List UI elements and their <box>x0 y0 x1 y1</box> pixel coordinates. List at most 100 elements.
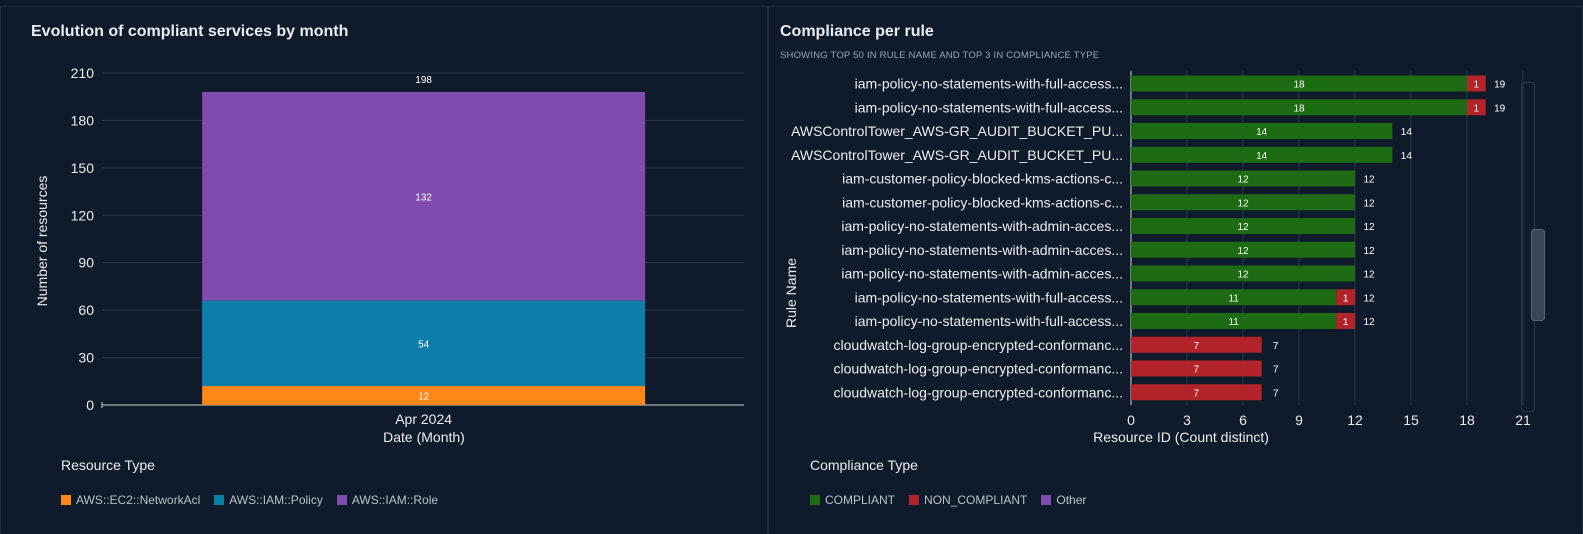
data-label: 12 <box>1237 175 1249 186</box>
legend-item[interactable]: NON_COMPLIANT <box>909 493 1027 507</box>
x-tick-label: 12 <box>1347 412 1363 428</box>
legend-item[interactable]: AWS::IAM::Policy <box>214 493 323 507</box>
y-tick-label: 150 <box>71 160 95 176</box>
bar-segment[interactable] <box>1131 384 1262 401</box>
x-axis-label: Date (Month) <box>383 429 465 445</box>
legend-item[interactable]: AWS::EC2::NetworkAcl <box>61 493 200 507</box>
compliance-horizontal-bar-chart[interactable]: 0 3 6 9 12 15 18 21 iam-policy-no-statements-wit… <box>769 7 1583 534</box>
legend-label: AWS::IAM::Policy <box>229 493 323 507</box>
legend-item[interactable]: Other <box>1041 493 1086 507</box>
data-label: 18 <box>1293 80 1305 91</box>
bar-segment[interactable] <box>1131 123 1393 139</box>
data-label: 12 <box>418 392 430 403</box>
legend-label: COMPLIANT <box>825 493 896 507</box>
data-label: 12 <box>1237 222 1249 233</box>
x-axis-label: Resource ID (Count distinct) <box>1093 429 1269 445</box>
total-label: 12 <box>1363 270 1375 281</box>
compliance-per-rule-panel: Compliance per rule SHOWING TOP 50 IN RU… <box>768 6 1583 533</box>
data-label: 1 <box>1343 293 1349 304</box>
bar-segment[interactable] <box>202 300 646 387</box>
bar-segment[interactable] <box>1131 194 1355 211</box>
chart-scrollbar-thumb[interactable] <box>1531 229 1545 321</box>
data-label: 7 <box>1194 341 1200 352</box>
y-axis-label: Number of resources <box>34 176 50 307</box>
y-tick-label: iam-policy-no-statements-with-admin-acce… <box>841 218 1123 234</box>
legend-item[interactable]: COMPLIANT <box>810 493 895 507</box>
compliance-type-legend: COMPLIANT NON_COMPLIANT Other <box>810 493 1086 507</box>
bar-segment[interactable] <box>1131 218 1355 234</box>
bar-segment[interactable] <box>1131 313 1337 329</box>
data-label: 18 <box>1293 103 1305 114</box>
total-label: 12 <box>1363 222 1375 233</box>
bar-segment[interactable] <box>1131 241 1355 258</box>
total-label: 19 <box>1494 103 1506 114</box>
bar-segment[interactable] <box>202 91 646 301</box>
legend-label: NON_COMPLIANT <box>924 493 1028 507</box>
data-label: 7 <box>1194 365 1200 376</box>
data-label: 1 <box>1474 103 1480 114</box>
y-tick-label: iam-customer-policy-blocked-kms-actions-… <box>842 194 1123 210</box>
bar-segment[interactable] <box>1131 170 1355 187</box>
y-tick-label: iam-policy-no-statements-with-admin-acce… <box>841 242 1123 258</box>
y-tick-label: 60 <box>78 302 94 318</box>
y-tick-label: iam-policy-no-statements-with-admin-acce… <box>841 266 1123 282</box>
total-label: 12 <box>1363 317 1375 328</box>
bar-segment[interactable] <box>1131 146 1393 163</box>
legend-label: AWS::IAM::Role <box>351 493 439 507</box>
data-label: 12 <box>1237 198 1249 209</box>
y-tick-label: cloudwatch-log-group-encrypted-conforman… <box>834 384 1123 400</box>
y-tick-label: iam-policy-no-statements-with-full-acces… <box>855 76 1123 92</box>
bar-segment[interactable] <box>1131 289 1337 306</box>
data-label: 54 <box>418 339 430 350</box>
legend-label: Other <box>1056 493 1087 507</box>
x-tick-label: Apr 2024 <box>395 411 452 427</box>
total-label: 12 <box>1363 175 1375 186</box>
y-tick-label: 120 <box>71 207 95 223</box>
bar-segment[interactable] <box>1131 75 1467 92</box>
bar-segment[interactable] <box>1336 313 1355 329</box>
bar-segment[interactable] <box>1131 265 1355 282</box>
y-tick-label: cloudwatch-log-group-encrypted-conforman… <box>834 361 1123 377</box>
data-label: 132 <box>415 192 432 203</box>
y-tick-label: AWSControlTower_AWS-GR_AUDIT_BUCKET_PU..… <box>791 147 1123 163</box>
x-tick-label: 6 <box>1239 412 1247 428</box>
legend-swatch <box>909 495 920 505</box>
total-label: 12 <box>1363 198 1375 209</box>
bar-segment[interactable] <box>1131 336 1262 353</box>
y-tick-label: cloudwatch-log-group-encrypted-conforman… <box>834 337 1123 353</box>
y-tick-label: 180 <box>71 112 95 128</box>
bar-segment[interactable] <box>1336 289 1355 306</box>
legend-swatch <box>61 495 71 505</box>
total-label: 7 <box>1273 388 1279 399</box>
panel-title: Compliance per rule <box>780 23 934 40</box>
y-axis-label: Rule Name <box>783 258 799 328</box>
data-label: 7 <box>1194 388 1200 399</box>
bar-segment[interactable] <box>1467 99 1486 116</box>
total-label: 7 <box>1273 341 1279 352</box>
y-tick-label: iam-customer-policy-blocked-kms-actions-… <box>842 171 1123 187</box>
panel-subtitle: SHOWING TOP 50 IN RULE NAME AND TOP 3 IN… <box>780 50 1100 61</box>
evolution-chart-panel: Evolution of compliant services by month… <box>0 6 768 533</box>
x-tick-label: 15 <box>1403 412 1419 428</box>
y-tick-label: iam-policy-no-statements-with-full-acces… <box>855 289 1123 305</box>
legend-title: Compliance Type <box>810 457 918 473</box>
data-label: 12 <box>1237 246 1249 257</box>
bar-segment[interactable] <box>1467 75 1486 92</box>
y-tick-label: 30 <box>78 350 94 366</box>
total-label: 14 <box>1401 151 1413 162</box>
evolution-stacked-bar-chart[interactable]: 0 30 60 90 120 150 180 210 12 54 132 198 Apr 2024 Dat… <box>1 7 769 534</box>
panel-title: Evolution of compliant services by month <box>31 23 349 40</box>
x-tick-label: 9 <box>1295 412 1303 428</box>
bar-segment[interactable] <box>202 386 646 405</box>
total-label: 19 <box>1494 80 1506 91</box>
legend-item[interactable]: AWS::IAM::Role <box>336 493 439 507</box>
y-tick-label: 90 <box>78 255 94 271</box>
data-label: 1 <box>1343 317 1349 328</box>
x-tick-label: 18 <box>1459 412 1475 428</box>
bar-segment[interactable] <box>1131 99 1467 116</box>
x-tick-label: 21 <box>1515 412 1531 428</box>
y-tick-label: AWSControlTower_AWS-GR_AUDIT_BUCKET_PU..… <box>791 123 1123 139</box>
bar-segment[interactable] <box>1131 360 1262 377</box>
y-tick-label: iam-policy-no-statements-with-full-acces… <box>855 313 1123 329</box>
